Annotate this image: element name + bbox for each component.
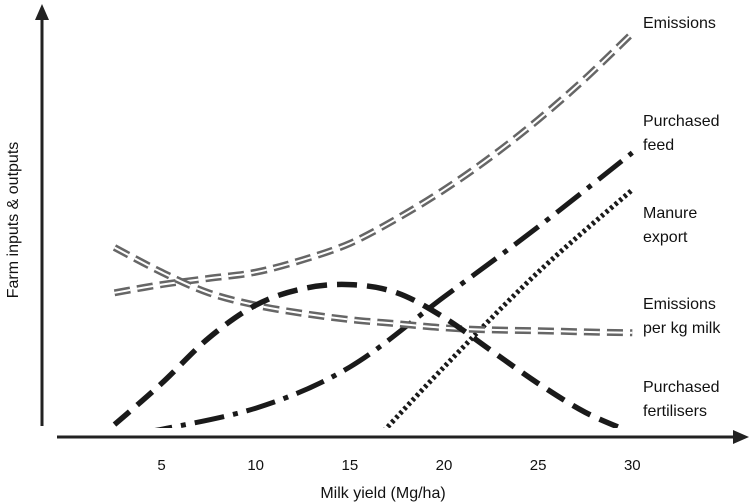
- series-purchased-fertilisers: [112, 281, 628, 428]
- series-emissions-per-kg-milk: [112, 244, 633, 337]
- series-line-emissions-per-kg-milk-inner: [114, 246, 633, 334]
- x-axis-arrow: [733, 430, 749, 444]
- series-line-purchased-feed: [154, 150, 634, 428]
- y-axis-title: Farm inputs & outputs: [5, 142, 22, 299]
- axes: [35, 4, 749, 444]
- x-tick-label: 10: [247, 457, 264, 474]
- x-tick-labels: 5 10 15 20 25 30: [157, 457, 640, 474]
- series-purchased-feed: [154, 150, 634, 428]
- series-emissions: [113, 30, 635, 297]
- x-tick-label: 15: [342, 457, 359, 474]
- series-label-purchased-feed: Purchased feed: [643, 113, 720, 154]
- series-label-emissions: Emissions: [643, 15, 716, 32]
- series-label-purchased-fertilisers: Purchased fertilisers: [643, 379, 720, 420]
- x-tick-label: 25: [530, 457, 547, 474]
- series-line-purchased-fertilisers: [112, 281, 628, 428]
- x-axis-title: Milk yield (Mg/ha): [320, 485, 445, 502]
- x-tick-label: 30: [624, 457, 641, 474]
- x-tick-label: 20: [436, 457, 453, 474]
- series-label-emissions-per-kg-milk: Emissions per kg milk: [643, 296, 721, 337]
- series-labels: Emissions Purchased feed Manure export Emissi…: [643, 15, 721, 420]
- series-line-emissions-inner: [114, 32, 633, 294]
- y-axis-arrow: [35, 4, 49, 20]
- series-layer: [112, 30, 635, 428]
- x-tick-label: 5: [157, 457, 165, 474]
- series-label-manure-export: Manure export: [643, 205, 697, 246]
